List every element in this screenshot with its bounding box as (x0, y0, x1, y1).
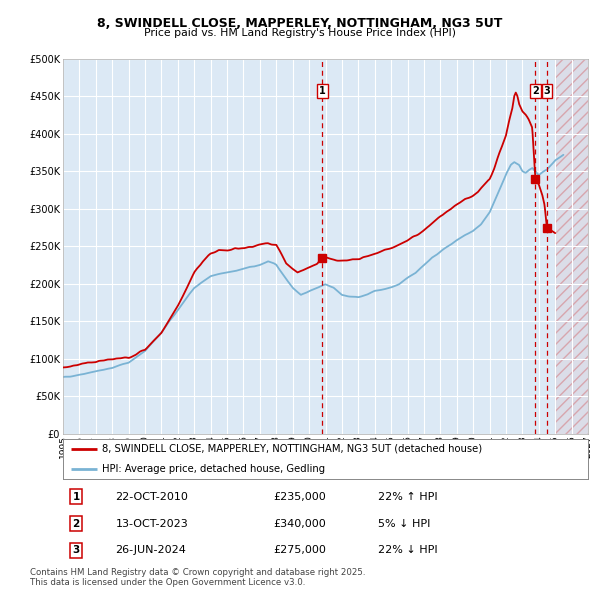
Text: 22% ↑ HPI: 22% ↑ HPI (378, 491, 437, 502)
Text: Contains HM Land Registry data © Crown copyright and database right 2025.
This d: Contains HM Land Registry data © Crown c… (30, 568, 365, 587)
Text: 13-OCT-2023: 13-OCT-2023 (115, 519, 188, 529)
Text: 26-JUN-2024: 26-JUN-2024 (115, 545, 187, 555)
Text: HPI: Average price, detached house, Gedling: HPI: Average price, detached house, Gedl… (103, 464, 325, 474)
Text: 1: 1 (319, 86, 326, 96)
Text: 5% ↓ HPI: 5% ↓ HPI (378, 519, 430, 529)
Text: 3: 3 (73, 545, 80, 555)
Text: £340,000: £340,000 (273, 519, 326, 529)
Text: £275,000: £275,000 (273, 545, 326, 555)
Text: 2: 2 (532, 86, 539, 96)
Text: 1: 1 (73, 491, 80, 502)
Text: 8, SWINDELL CLOSE, MAPPERLEY, NOTTINGHAM, NG3 5UT: 8, SWINDELL CLOSE, MAPPERLEY, NOTTINGHAM… (97, 17, 503, 30)
Text: 3: 3 (544, 86, 550, 96)
Text: 8, SWINDELL CLOSE, MAPPERLEY, NOTTINGHAM, NG3 5UT (detached house): 8, SWINDELL CLOSE, MAPPERLEY, NOTTINGHAM… (103, 444, 482, 454)
Text: 22-OCT-2010: 22-OCT-2010 (115, 491, 188, 502)
Text: 22% ↓ HPI: 22% ↓ HPI (378, 545, 437, 555)
Bar (555, 59, 588, 434)
Text: £235,000: £235,000 (273, 491, 326, 502)
Bar (555, 59, 588, 434)
Text: 2: 2 (73, 519, 80, 529)
Text: Price paid vs. HM Land Registry's House Price Index (HPI): Price paid vs. HM Land Registry's House … (144, 28, 456, 38)
